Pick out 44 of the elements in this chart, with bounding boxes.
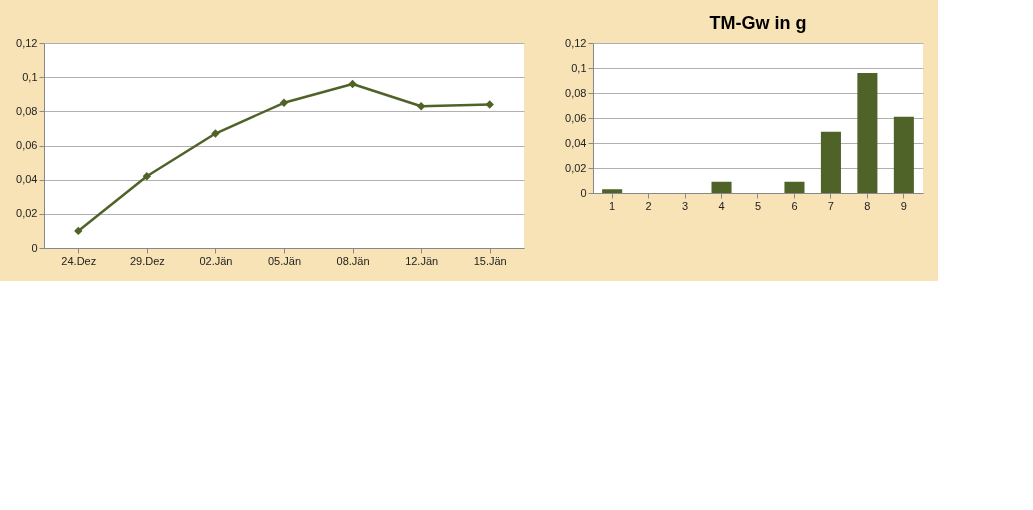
y-tick-label: 0 <box>31 241 38 254</box>
bar <box>711 181 732 193</box>
x-tick-label: 15.Jän <box>473 254 507 267</box>
y-tick-label: 0,08 <box>565 86 587 99</box>
x-tick-label: 5 <box>754 199 762 212</box>
y-tick-label: 0,1 <box>571 61 587 74</box>
x-tick-label: 9 <box>900 199 907 212</box>
x-tick-label: 29.Dez <box>129 254 165 267</box>
x-tick-label: 02.Jän <box>199 254 233 267</box>
x-tick-label: 1 <box>609 199 616 212</box>
y-tick-label: 0,06 <box>16 139 38 151</box>
chart-title: TM-Gw in g <box>709 13 807 33</box>
x-tick-label: 6 <box>791 199 798 212</box>
point <box>348 79 357 89</box>
y-tick-label: 0,04 <box>16 173 38 186</box>
x-tick-label: 08.Jän <box>336 254 370 267</box>
bar <box>893 116 914 193</box>
point <box>416 102 426 111</box>
y-tick-label: 0,04 <box>565 136 587 149</box>
x-tick-label: 2 <box>645 199 652 212</box>
y-tick-label: 0 <box>580 186 587 199</box>
y-tick-label: 0,02 <box>16 207 38 220</box>
x-tick-label: 3 <box>682 199 689 212</box>
bar <box>784 181 805 193</box>
point <box>74 226 83 236</box>
x-tick-label: 4 <box>718 199 725 212</box>
bar <box>602 189 623 193</box>
y-tick-label: 0,02 <box>565 161 587 174</box>
point <box>211 129 220 138</box>
y-tick-label: 0,08 <box>16 104 38 117</box>
point <box>485 100 494 109</box>
bar <box>857 73 878 193</box>
x-tick-label: 7 <box>827 199 834 212</box>
x-tick-label: 24.Dez <box>61 254 97 267</box>
point <box>279 98 289 107</box>
y-tick-label: 0,1 <box>22 70 38 83</box>
x-tick-label: 05.Jän <box>267 254 302 267</box>
x-tick-label: 8 <box>864 199 871 212</box>
x-tick-label: 12.Jän <box>405 254 439 267</box>
y-tick-label: 0,12 <box>565 36 587 49</box>
y-tick-label: 0,06 <box>565 111 587 124</box>
bar <box>820 131 841 193</box>
y-tick-label: 0,12 <box>16 36 38 49</box>
point <box>142 172 152 181</box>
